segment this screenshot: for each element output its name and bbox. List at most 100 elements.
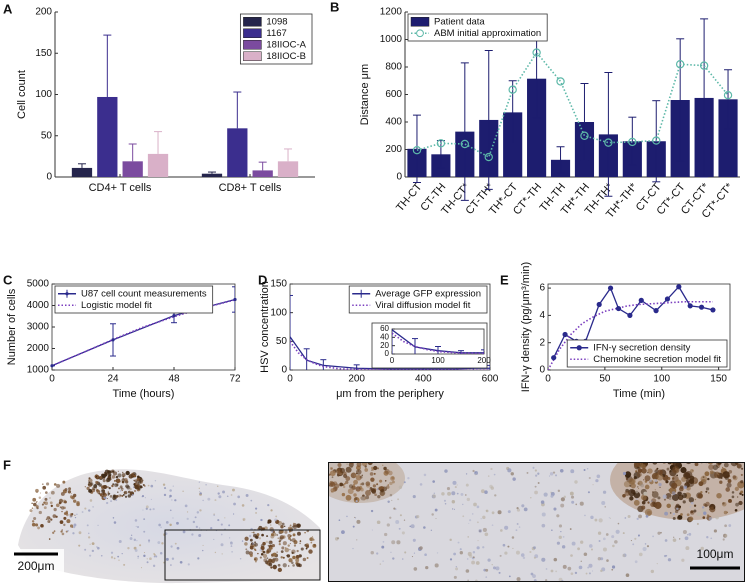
- stain-speck: [373, 472, 376, 475]
- stain-speck: [719, 480, 723, 484]
- stain-speck: [292, 564, 295, 567]
- chart: 020040060080010001200TH-CTCT-THTH-CT*CT-…: [359, 7, 740, 221]
- stain-speck: [467, 536, 469, 538]
- stain-speck: [61, 532, 65, 536]
- point: [615, 305, 622, 312]
- stain-speck: [658, 454, 664, 460]
- stain-speck: [502, 543, 506, 547]
- legend-label: 1167: [266, 28, 286, 39]
- stain-speck: [264, 526, 268, 531]
- y-tick-label: 20: [380, 341, 389, 350]
- stain-speck: [433, 492, 435, 494]
- stain-speck: [104, 493, 108, 497]
- stain-speck: [117, 470, 120, 473]
- stain-speck: [666, 456, 671, 461]
- stain-speck: [704, 471, 710, 477]
- stain-speck: [512, 547, 514, 550]
- bar: [97, 96, 118, 177]
- stain-speck: [636, 517, 639, 520]
- stain-speck: [604, 506, 606, 508]
- stain-speck: [716, 453, 723, 460]
- stain-speck: [117, 491, 119, 493]
- stain-speck: [398, 527, 401, 530]
- stain-speck: [305, 547, 308, 550]
- stain-speck: [89, 482, 94, 486]
- stain-speck: [123, 490, 128, 495]
- bar: [252, 170, 273, 177]
- stain-speck: [232, 488, 235, 492]
- bar: [277, 161, 299, 177]
- stain-speck: [571, 541, 576, 546]
- stain-speck: [623, 480, 631, 488]
- stain-speck: [465, 473, 468, 475]
- stain-speck: [389, 493, 393, 497]
- stain-speck: [230, 494, 233, 496]
- stain-speck: [690, 501, 694, 505]
- legend-label: Viral diffusion model fit: [375, 300, 471, 311]
- series-line: [290, 340, 490, 370]
- stain-speck: [98, 492, 101, 495]
- legend-frame: [54, 285, 214, 314]
- stain-speck: [366, 498, 369, 501]
- stain-speck: [231, 551, 233, 553]
- stain-speck: [202, 544, 204, 547]
- legend-label: IFN-γ secretion density: [593, 342, 690, 353]
- stain-speck: [378, 486, 382, 490]
- y-tick-label: 60: [380, 324, 389, 333]
- stain-speck: [449, 538, 452, 542]
- stain-speck: [702, 516, 706, 519]
- stain-speck: [520, 553, 525, 557]
- stain-speck: [530, 497, 532, 499]
- stain-speck: [179, 560, 183, 564]
- stain-speck: [353, 493, 357, 497]
- stain-speck: [213, 538, 215, 540]
- stain-speck: [310, 541, 313, 544]
- stain-speck: [142, 509, 144, 511]
- stain-speck: [67, 490, 72, 494]
- stain-speck: [136, 540, 138, 542]
- stain-speck: [577, 547, 580, 551]
- stain-speck: [679, 486, 684, 492]
- y-axis-label: HSV concentration: [259, 281, 271, 373]
- y-tick-label: 200: [385, 144, 402, 155]
- stain-speck: [254, 558, 256, 561]
- stain-speck: [553, 557, 558, 562]
- stain-speck: [351, 466, 353, 468]
- stain-speck: [482, 527, 487, 533]
- stain-speck: [347, 488, 354, 495]
- stain-speck: [140, 567, 143, 569]
- stain-speck: [676, 507, 679, 510]
- stain-speck: [111, 484, 114, 488]
- stain-speck: [459, 551, 463, 555]
- stain-speck: [636, 472, 642, 478]
- stain-speck: [466, 558, 469, 560]
- stain-speck: [55, 515, 58, 518]
- point: [562, 331, 568, 338]
- stain-speck: [220, 533, 223, 536]
- stain-speck: [133, 489, 137, 493]
- stain-speck: [436, 552, 439, 554]
- stain-speck: [401, 531, 405, 535]
- stain-speck: [685, 470, 693, 479]
- stain-speck: [601, 501, 606, 506]
- point: [723, 90, 733, 100]
- stain-speck: [330, 488, 335, 493]
- stain-speck: [371, 468, 374, 471]
- stain-speck: [125, 470, 130, 476]
- point: [607, 285, 614, 291]
- stain-speck: [271, 556, 273, 558]
- stain-speck: [664, 511, 669, 516]
- stain-speck: [84, 486, 86, 488]
- stain-speck: [245, 494, 249, 497]
- stain-speck: [475, 561, 480, 565]
- stain-speck: [92, 506, 94, 508]
- stain-speck: [391, 476, 395, 480]
- chart: 0 50 100 150 200 CD4+ T cells CD8+ T cells Cell…: [16, 7, 315, 194]
- stain-speck: [365, 481, 371, 486]
- stain-speck: [570, 495, 575, 499]
- stain-speck: [253, 533, 257, 538]
- stain-speck: [91, 542, 95, 546]
- stain-speck: [611, 565, 616, 569]
- stain-speck: [672, 516, 676, 520]
- stain-speck: [673, 536, 675, 538]
